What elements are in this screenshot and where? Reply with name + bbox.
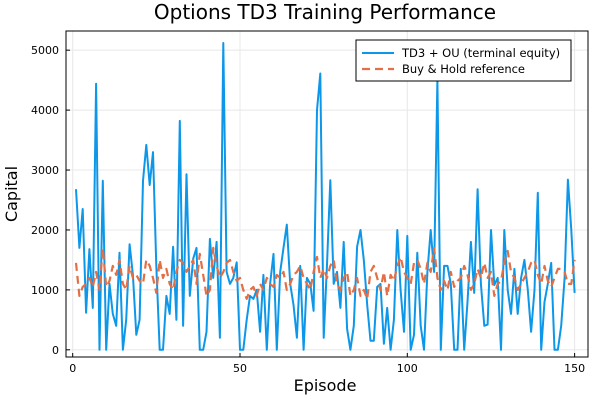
series-lines bbox=[74, 42, 576, 351]
legend-label-td3: TD3 + OU (terminal equity) bbox=[401, 46, 560, 60]
x-tick-label: 50 bbox=[233, 362, 247, 375]
series-line-buyhold bbox=[74, 246, 576, 300]
y-tick-label: 2000 bbox=[31, 224, 59, 237]
x-tick-label: 0 bbox=[69, 362, 76, 375]
series-line-td3 bbox=[75, 42, 576, 351]
y-axis-label: Capital bbox=[2, 166, 21, 222]
y-tick-label: 1000 bbox=[31, 284, 59, 297]
x-tick-label: 100 bbox=[397, 362, 418, 375]
legend: TD3 + OU (terminal equity) Buy & Hold re… bbox=[355, 39, 572, 82]
legend-label-buyhold: Buy & Hold reference bbox=[402, 62, 525, 76]
y-tick-label: 5000 bbox=[31, 44, 59, 57]
legend-box bbox=[355, 39, 572, 82]
chart-title: Options TD3 Training Performance bbox=[154, 0, 496, 24]
y-tick-label: 0 bbox=[52, 344, 59, 357]
x-tick-label: 150 bbox=[564, 362, 585, 375]
x-axis-label: Episode bbox=[294, 376, 357, 395]
y-tick-label: 3000 bbox=[31, 164, 59, 177]
y-tick-label: 4000 bbox=[31, 104, 59, 117]
axis-ticks: 0 50 100 150 0 1000 2000 3000 4000 5000 bbox=[31, 44, 585, 375]
plot-frame bbox=[65, 30, 589, 358]
